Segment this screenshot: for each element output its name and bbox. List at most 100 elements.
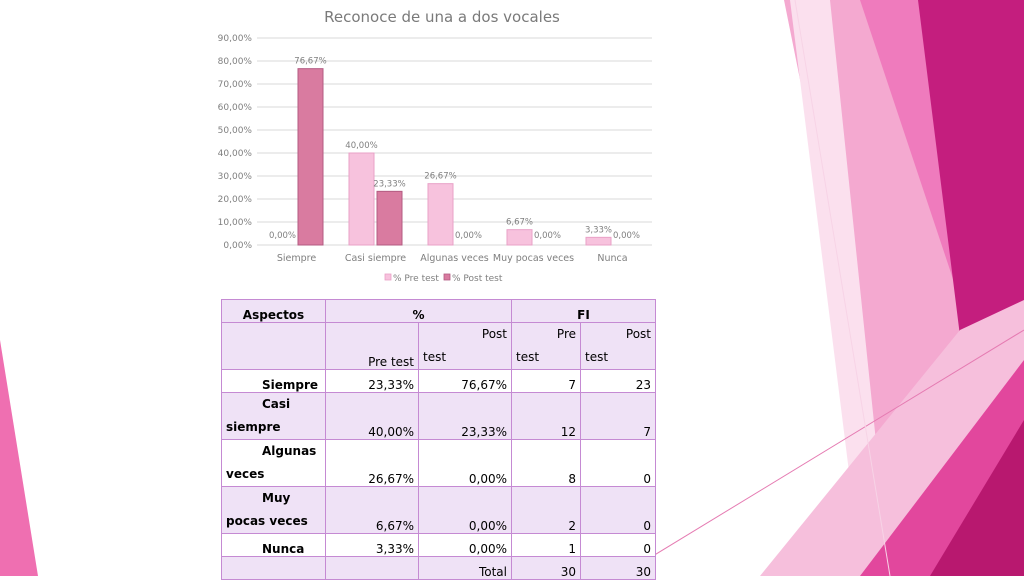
row-label-l2: pocas veces: [226, 514, 308, 528]
row-fi-pre: 7: [511, 369, 581, 393]
y-tick-label: 90,00%: [218, 34, 253, 44]
legend-swatch: [443, 273, 451, 281]
data-labels: 0,00%76,67%40,00%23,33%26,67%0,00%6,67%0…: [269, 57, 640, 241]
row-post: 76,67%: [418, 369, 512, 393]
x-tick-label: Algunas veces: [420, 253, 489, 264]
subheader-post-pct: Post test: [418, 322, 512, 370]
y-tick-label: 10,00%: [218, 218, 253, 228]
row-label: Nunca: [221, 533, 326, 557]
chart-title: Reconoce de una a dos vocales: [324, 8, 560, 26]
row-pre: 23,33%: [325, 369, 419, 393]
x-axis-ticks: Siempre Casi siempre Algunas veces Muy poca…: [277, 253, 628, 264]
table-row: Muy pocas veces 6,67% 0,00% 2 0: [221, 486, 656, 534]
accent-line: [619, 329, 1024, 576]
subheader-empty: [221, 322, 326, 370]
right-white-sliver: [790, 0, 880, 560]
row-label: Algunas veces: [221, 439, 326, 487]
bar: [427, 183, 454, 246]
data-label: 23,33%: [373, 179, 405, 189]
y-tick-label: 40,00%: [218, 149, 253, 159]
bar-chart: Reconoce de una a dos vocales 0,00% 10,00…: [218, 8, 652, 284]
subheader-pre-pct: Pre test: [325, 322, 419, 370]
row-pre: 6,67%: [325, 486, 419, 534]
row-post: 23,33%: [418, 392, 512, 440]
table-row: Algunas veces 26,67% 0,00% 8 0: [221, 439, 656, 487]
row-fi-pre: 1: [511, 533, 581, 557]
legend: % Pre test % Post test: [384, 273, 503, 284]
subheader-prefi-l2: test: [516, 350, 540, 364]
x-tick-label: Nunca: [597, 253, 627, 264]
data-label: 26,67%: [424, 172, 456, 182]
x-tick-label: Casi siempre: [345, 253, 406, 264]
row-fi-post: 0: [580, 439, 656, 487]
bar: [376, 190, 403, 246]
subheader-postfi-l2: test: [585, 350, 609, 364]
y-tick-label: 80,00%: [218, 57, 253, 67]
total-empty: [221, 556, 326, 580]
row-fi-post: 0: [580, 533, 656, 557]
row-post: 0,00%: [418, 439, 512, 487]
row-fi-pre: 12: [511, 392, 581, 440]
subheader-post-l1: Post: [481, 327, 507, 341]
row-pre: 40,00%: [325, 392, 419, 440]
row-post: 0,00%: [418, 533, 512, 557]
y-tick-label: 0,00%: [223, 241, 252, 251]
table-row: Siempre 23,33% 76,67% 7 23: [221, 369, 656, 393]
row-label-l2: siempre: [226, 420, 281, 434]
data-label: 0,00%: [269, 231, 296, 241]
left-pink-triangle: [0, 340, 38, 576]
header-aspectos: Aspectos: [221, 299, 326, 323]
row-fi-post: 0: [580, 486, 656, 534]
header-percent: %: [325, 299, 512, 323]
y-axis-ticks: 0,00% 10,00% 20,00% 30,00% 40,00% 50,00% 60,00…: [218, 34, 253, 251]
legend-swatch: [384, 273, 392, 281]
table-subheader-row: Pre test Post test Pre test Post test: [221, 322, 656, 370]
subheader-post-l2: test: [423, 350, 447, 364]
total-fi-pre: 30: [511, 556, 581, 580]
x-tick-label: Muy pocas veces: [493, 253, 574, 264]
table-row: Casi siempre 40,00% 23,33% 12 7: [221, 392, 656, 440]
bars: [297, 68, 612, 246]
bar: [585, 236, 612, 246]
data-label: 76,67%: [294, 57, 326, 67]
row-label: Siempre: [221, 369, 326, 393]
x-tick-label: Siempre: [277, 253, 316, 264]
row-fi-post: 23: [580, 369, 656, 393]
row-pre: 26,67%: [325, 439, 419, 487]
subheader-postfi-l1: Post: [625, 327, 651, 341]
table-row: Nunca 3,33% 0,00% 1 0: [221, 533, 656, 557]
total-fi-post: 30: [580, 556, 656, 580]
row-label-l1: Algunas: [262, 444, 317, 458]
row-label-l1: Casi: [262, 397, 291, 411]
accent-line-2: [794, 0, 891, 576]
row-post: 0,00%: [418, 486, 512, 534]
table-header-row: Aspectos % FI: [221, 299, 656, 323]
row-label: Casi siempre: [221, 392, 326, 440]
data-label: 0,00%: [455, 231, 482, 241]
subheader-post-fi: Post test: [580, 322, 656, 370]
row-fi-post: 7: [580, 392, 656, 440]
subheader-prefi-l1: Pre: [556, 327, 576, 341]
y-tick-label: 50,00%: [218, 126, 253, 136]
row-fi-pre: 8: [511, 439, 581, 487]
legend-label: % Pre test: [393, 274, 439, 284]
y-tick-label: 70,00%: [218, 80, 253, 90]
bar: [297, 68, 324, 246]
lower-dark-wedge: [930, 420, 1024, 576]
subheader-pre-fi: Pre test: [511, 322, 581, 370]
header-fi: FI: [511, 299, 656, 323]
y-tick-label: 30,00%: [218, 172, 253, 182]
row-label: Muy pocas veces: [221, 486, 326, 534]
data-label: 40,00%: [345, 141, 377, 151]
row-label-l1: Muy: [262, 491, 291, 505]
legend-label: % Post test: [452, 274, 503, 284]
row-label-l2: veces: [226, 467, 265, 481]
data-label: 6,67%: [506, 218, 533, 228]
total-empty-2: [325, 556, 419, 580]
data-label: 0,00%: [534, 231, 561, 241]
row-pre: 3,33%: [325, 533, 419, 557]
row-fi-pre: 2: [511, 486, 581, 534]
y-tick-label: 60,00%: [218, 103, 253, 113]
results-table: Aspectos % FI Pre test Post test Pre test …: [221, 299, 656, 580]
